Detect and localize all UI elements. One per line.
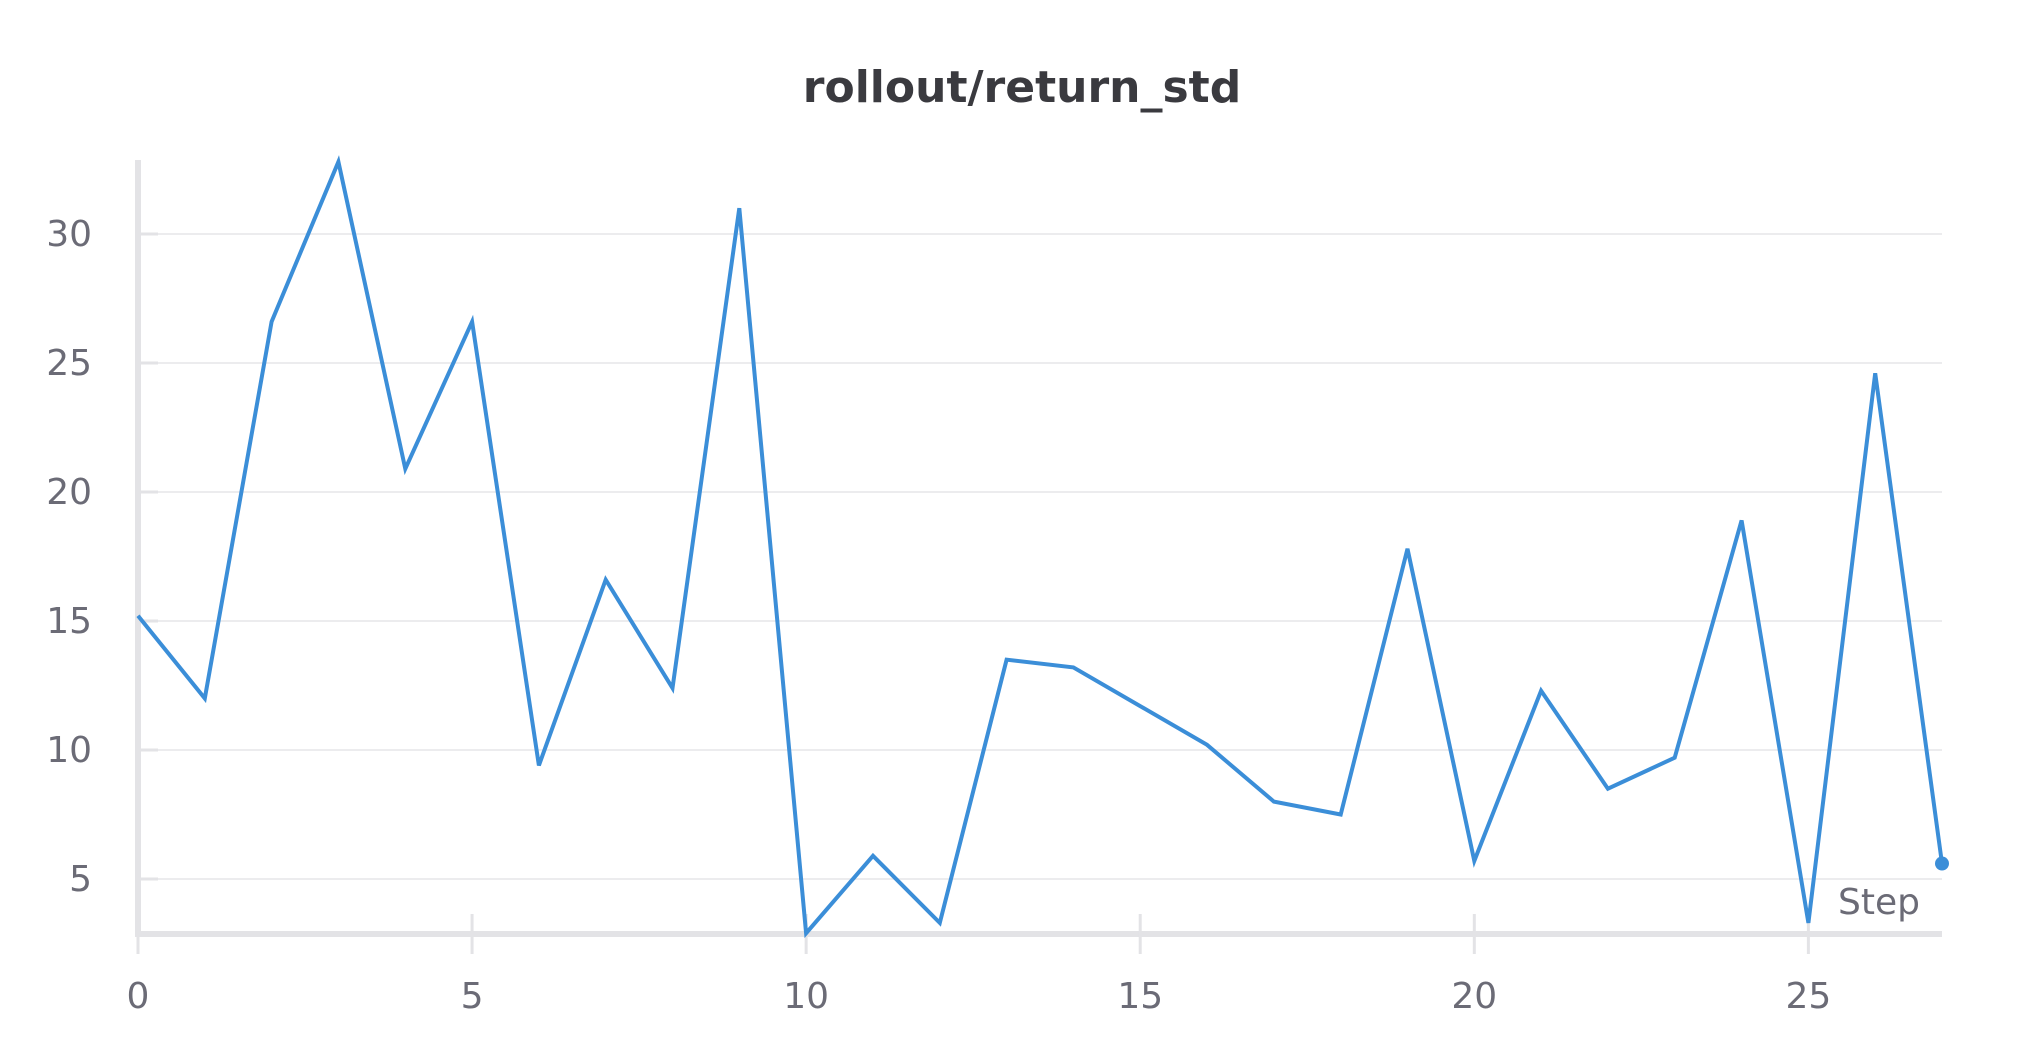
x-tick-label: 5 [461,976,484,1017]
x-tick-label: 15 [1117,976,1163,1017]
y-tick-label: 25 [46,343,92,384]
series-lines [136,155,1949,939]
y-tick-label: 15 [46,601,92,642]
y-tick-label: 10 [46,730,92,771]
tick-labels: 5 10 15 20 25 30 0 5 10 15 20 25 [46,214,1831,1017]
axes [135,160,1942,954]
x-axis-title: Step [1838,882,1920,923]
x-tick-label: 10 [783,976,829,1017]
x-tick-label: 25 [1785,976,1831,1017]
chart-title: rollout/return_std [803,62,1241,113]
series-line [136,155,1944,939]
x-tick-label: 0 [127,976,150,1017]
x-tick-label: 20 [1451,976,1497,1017]
last-point-marker [1935,856,1949,871]
y-tick-label: 5 [69,859,92,900]
grid-lines [138,233,1942,880]
y-tick-label: 20 [46,472,92,513]
y-tick-label: 30 [46,214,92,255]
